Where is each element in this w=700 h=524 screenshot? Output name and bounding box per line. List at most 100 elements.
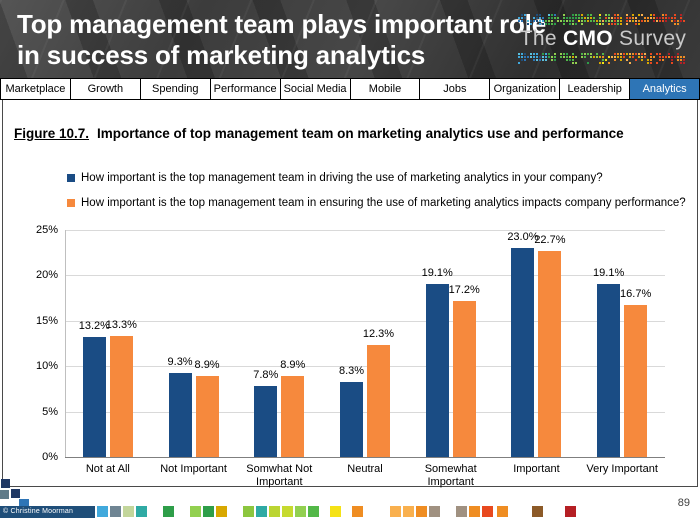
bar-value-label: 8.9% xyxy=(194,359,220,372)
footer-decor-square xyxy=(282,506,293,517)
bar-value-label: 16.7% xyxy=(620,288,652,301)
legend-item-driving-use: How important is the top management team… xyxy=(67,172,686,184)
footer-decor-square xyxy=(110,506,121,517)
footer-decor-square xyxy=(216,506,227,517)
bar-ensuring-performance-6 xyxy=(538,250,562,457)
y-axis-tick-label: 5% xyxy=(42,405,58,418)
y-axis-tick-label: 25% xyxy=(35,224,58,236)
corner-decor-square xyxy=(11,489,20,498)
y-axis-tick-label: 0% xyxy=(42,451,58,463)
bar-driving-use-2 xyxy=(168,372,192,457)
corner-decor-square xyxy=(19,499,29,509)
tab-marketplace[interactable]: Marketplace xyxy=(0,78,71,100)
footer-decor-square xyxy=(416,506,427,517)
bar-value-label: 7.8% xyxy=(253,369,279,382)
legend-swatch-driving-use xyxy=(67,174,75,182)
slide-title: Top management team plays important role… xyxy=(17,9,546,71)
slide-header: Top management team plays important role… xyxy=(0,0,700,78)
footer-decor-square xyxy=(190,506,201,517)
gridline xyxy=(65,230,665,231)
legend-swatch-ensuring-performance xyxy=(67,199,75,207)
tab-spending[interactable]: Spending xyxy=(139,78,211,100)
footer-decor-square xyxy=(203,506,214,517)
bar-value-label: 22.7% xyxy=(534,233,566,246)
figure-title: Importance of top management team on mar… xyxy=(97,126,624,141)
tab-growth[interactable]: Growth xyxy=(69,78,141,100)
category-label: Very Important xyxy=(586,463,658,475)
bar-driving-use-5 xyxy=(425,283,449,457)
y-axis-tick-label: 10% xyxy=(35,360,58,373)
footer-decor-square xyxy=(429,506,440,517)
footer-decor-square xyxy=(497,506,508,517)
footer-decor-square xyxy=(308,506,319,517)
legend-label-driving-use: How important is the top management team… xyxy=(81,172,603,184)
bar-value-label: 8.3% xyxy=(338,364,365,377)
corner-decor-square xyxy=(0,490,9,499)
category-label: Important xyxy=(513,463,560,475)
bar-driving-use-4 xyxy=(340,381,363,457)
bar-driving-use-6 xyxy=(511,248,535,457)
tab-performance[interactable]: Performance xyxy=(209,78,281,100)
footer-decor-square xyxy=(243,506,254,517)
logo-word-cmo: CMO xyxy=(563,27,613,50)
bar-value-label: 13.2% xyxy=(78,320,110,333)
bar-ensuring-performance-4 xyxy=(367,345,390,457)
tab-social-media[interactable]: Social Media xyxy=(279,78,351,100)
footer-decor-square xyxy=(352,506,363,517)
corner-decor-square xyxy=(1,479,10,488)
footer-decor-square xyxy=(136,506,147,517)
category-label: Not Important xyxy=(160,463,227,475)
bar-value-label: 19.1% xyxy=(421,266,453,279)
bar-driving-use-1 xyxy=(82,337,106,457)
tab-analytics[interactable]: Analytics xyxy=(629,78,700,100)
cmo-survey-logo: The CMO Survey xyxy=(514,4,692,74)
tab-mobile[interactable]: Mobile xyxy=(349,78,421,100)
gridline xyxy=(65,366,665,368)
logo-word-survey: Survey xyxy=(612,27,687,50)
footer-decor-square xyxy=(565,506,576,517)
legend-item-ensuring-performance: How important is the top management team… xyxy=(67,197,686,209)
footer-decor-square xyxy=(469,506,480,517)
bar-ensuring-performance-7 xyxy=(624,305,648,457)
footer-decor-square xyxy=(97,506,108,517)
bar-ensuring-performance-3 xyxy=(281,376,305,457)
footer-decor-square xyxy=(163,506,174,517)
footer-decor-square xyxy=(123,506,134,517)
x-axis-line xyxy=(65,457,665,458)
cmo-logo-text: The CMO Survey xyxy=(520,27,686,51)
tab-organization[interactable]: Organization xyxy=(489,78,561,100)
bar-driving-use-7 xyxy=(597,283,621,457)
bar-value-label: 13.3% xyxy=(105,319,137,332)
nav-tab-bar: Marketplace Growth Spending Performance Soci… xyxy=(0,78,700,100)
figure-heading: Figure 10.7. Importance of top management… xyxy=(14,126,624,141)
tab-jobs[interactable]: Jobs xyxy=(419,78,491,100)
y-axis-tick-label: 15% xyxy=(35,314,58,327)
footer-decor-square xyxy=(482,506,493,517)
footer-decor-square xyxy=(256,506,267,517)
category-label: Somwhat Not Important xyxy=(246,463,313,488)
y-axis-tick-label: 20% xyxy=(35,269,58,282)
footer-decor-square xyxy=(456,506,467,517)
bar-ensuring-performance-5 xyxy=(452,300,476,457)
gridline xyxy=(65,411,665,413)
chart-legend: How important is the top management team… xyxy=(67,172,686,222)
footer-decor-square xyxy=(390,506,401,517)
bar-value-label: 17.2% xyxy=(448,283,480,296)
category-label: Neutral xyxy=(347,463,383,475)
bar-driving-use-3 xyxy=(254,386,278,457)
slide-title-line2: in success of marketing analytics xyxy=(17,40,426,70)
footer-decor-square xyxy=(295,506,306,517)
legend-label-ensuring-performance: How important is the top management team… xyxy=(81,197,686,209)
bar-value-label: 9.3% xyxy=(167,355,193,368)
category-label: Not at All xyxy=(85,463,130,475)
bar-value-label: 12.3% xyxy=(362,328,395,341)
gridline xyxy=(65,275,665,277)
bar-ensuring-performance-1 xyxy=(109,336,133,457)
logo-word-the: The xyxy=(519,27,564,50)
tab-leadership[interactable]: Leadership xyxy=(559,78,631,100)
footer-decor-square xyxy=(269,506,280,517)
y-axis-line xyxy=(65,230,66,457)
gridline xyxy=(65,320,665,322)
bar-ensuring-performance-2 xyxy=(195,376,219,457)
